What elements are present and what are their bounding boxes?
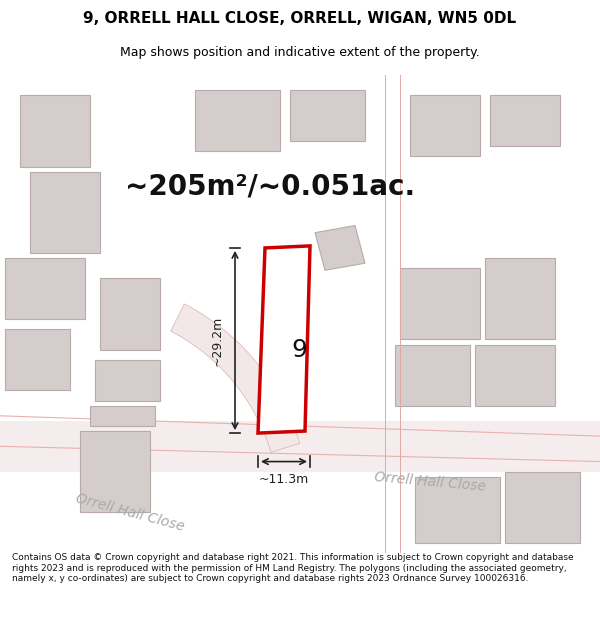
Polygon shape <box>30 172 100 253</box>
Text: Orrell Hall Close: Orrell Hall Close <box>374 470 487 494</box>
Polygon shape <box>315 226 365 271</box>
Text: Orrell Hall Close: Orrell Hall Close <box>74 491 186 534</box>
Polygon shape <box>258 246 310 433</box>
Text: Contains OS data © Crown copyright and database right 2021. This information is : Contains OS data © Crown copyright and d… <box>12 553 574 583</box>
Polygon shape <box>90 406 155 426</box>
Polygon shape <box>5 258 85 319</box>
Polygon shape <box>475 344 555 406</box>
Polygon shape <box>20 96 90 166</box>
Polygon shape <box>100 279 160 349</box>
Text: ~29.2m: ~29.2m <box>211 316 223 366</box>
Polygon shape <box>505 472 580 543</box>
Text: 9: 9 <box>292 338 307 362</box>
Polygon shape <box>490 96 560 146</box>
Polygon shape <box>395 344 470 406</box>
Text: ~11.3m: ~11.3m <box>259 473 309 486</box>
Text: ~205m²/~0.051ac.: ~205m²/~0.051ac. <box>125 173 415 201</box>
Polygon shape <box>485 258 555 339</box>
Polygon shape <box>195 90 280 151</box>
Polygon shape <box>95 360 160 401</box>
Polygon shape <box>80 431 150 512</box>
Text: 9, ORRELL HALL CLOSE, ORRELL, WIGAN, WN5 0DL: 9, ORRELL HALL CLOSE, ORRELL, WIGAN, WN5… <box>83 11 517 26</box>
Polygon shape <box>290 90 365 141</box>
Polygon shape <box>415 477 500 543</box>
Text: Map shows position and indicative extent of the property.: Map shows position and indicative extent… <box>120 46 480 59</box>
Polygon shape <box>410 96 480 156</box>
Polygon shape <box>0 421 600 472</box>
Polygon shape <box>171 304 300 452</box>
Polygon shape <box>5 329 70 391</box>
Polygon shape <box>400 268 480 339</box>
